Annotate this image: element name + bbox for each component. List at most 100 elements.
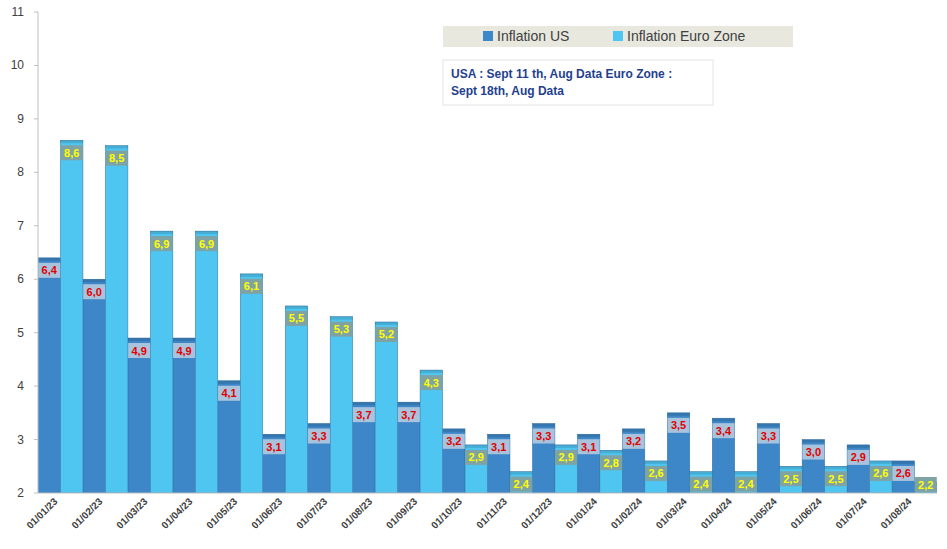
bar-top (645, 461, 667, 464)
legend: Inflation USInflation Euro Zone (443, 26, 793, 47)
data-label-box (802, 445, 824, 460)
x-tick-label: 01/12/23 (519, 495, 555, 531)
data-label: 8,6 (64, 147, 79, 159)
y-tick (34, 386, 38, 387)
data-label: 3,2 (446, 435, 461, 447)
data-label: 2,6 (648, 467, 663, 479)
data-label-box (668, 418, 690, 433)
data-label: 3,7 (356, 409, 371, 421)
x-tick-label: 01/11/23 (474, 495, 509, 530)
bar (263, 434, 285, 493)
data-label: 2,2 (918, 479, 933, 491)
bar-top (308, 424, 330, 427)
bar (308, 424, 330, 493)
y-tick-label: 5 (17, 326, 24, 340)
data-label: 6,9 (154, 238, 169, 250)
y-tick (34, 225, 38, 226)
bar (285, 306, 307, 493)
data-label: 3,2 (626, 435, 641, 447)
bar-top (263, 434, 285, 437)
bar-top (735, 472, 757, 475)
bar (353, 402, 375, 493)
y-tick-label: 4 (17, 379, 24, 393)
bar (892, 461, 914, 493)
bar (577, 434, 599, 493)
bar (847, 445, 869, 493)
y-tick (34, 65, 38, 66)
data-label: 4,9 (176, 345, 191, 357)
y-tick (34, 493, 38, 494)
data-label-box (263, 439, 285, 454)
bar-top (847, 445, 869, 448)
x-tick-label: 01/02/24 (609, 495, 645, 531)
x-tick-label: 01/06/23 (249, 495, 285, 531)
bar (218, 381, 240, 493)
legend-box (443, 26, 793, 47)
data-label: 2,4 (514, 478, 530, 490)
bar-top (218, 381, 240, 384)
data-label: 2,8 (603, 457, 618, 469)
bars (38, 140, 937, 493)
bar-top (465, 445, 487, 448)
data-label: 3,3 (311, 430, 326, 442)
bar (60, 140, 82, 493)
bar (870, 461, 892, 493)
data-label-box (241, 279, 263, 294)
bar-top (510, 472, 532, 475)
data-label: 2,9 (851, 451, 866, 463)
data-label: 2,4 (738, 478, 754, 490)
data-label-box (645, 466, 667, 481)
bar (420, 370, 442, 493)
data-label: 6,9 (199, 238, 214, 250)
bar (195, 231, 217, 493)
bar (83, 279, 105, 493)
bar (330, 317, 352, 493)
bar-top (38, 258, 60, 261)
data-label-box (825, 471, 847, 486)
data-label-box (915, 477, 937, 492)
data-label: 4,9 (131, 345, 146, 357)
bar-top (780, 466, 802, 469)
bar-top (285, 306, 307, 309)
y-tick-label: 2 (17, 486, 24, 500)
data-label: 4,1 (221, 387, 236, 399)
bar (443, 429, 465, 493)
bar-top (128, 338, 150, 341)
data-label-box (128, 343, 150, 358)
data-label: 5,3 (334, 323, 349, 335)
x-tick-label: 01/05/24 (744, 495, 780, 531)
data-label: 3,3 (536, 430, 551, 442)
data-label-box (533, 429, 555, 444)
data-label-box (600, 455, 622, 470)
data-label: 5,2 (379, 328, 394, 340)
data-label: 3,1 (581, 441, 596, 453)
bar (398, 402, 420, 493)
data-label-box (218, 386, 240, 401)
y-tick-label: 10 (11, 58, 25, 72)
bar (488, 434, 510, 493)
y-tick (34, 12, 38, 13)
data-label: 3,4 (716, 425, 732, 437)
bar-top (420, 370, 442, 373)
data-label: 3,7 (401, 409, 416, 421)
y-tick-label: 8 (17, 165, 24, 179)
data-label-box (690, 477, 712, 492)
bar (555, 445, 577, 493)
data-label-box (61, 145, 83, 160)
data-label: 2,9 (559, 451, 574, 463)
data-label: 3,0 (806, 446, 821, 458)
bar-top (195, 231, 217, 234)
bar-top (150, 231, 172, 234)
bar-top (532, 424, 554, 427)
data-label-box (623, 434, 645, 449)
data-label-box (196, 236, 218, 251)
bar (712, 418, 734, 493)
data-label: 2,6 (896, 467, 911, 479)
bar (780, 466, 802, 493)
data-label: 3,1 (491, 441, 506, 453)
bar-top (825, 466, 847, 469)
y-tick (34, 279, 38, 280)
bar-top (600, 450, 622, 453)
data-label-box (578, 439, 600, 454)
data-label: 3,3 (761, 430, 776, 442)
